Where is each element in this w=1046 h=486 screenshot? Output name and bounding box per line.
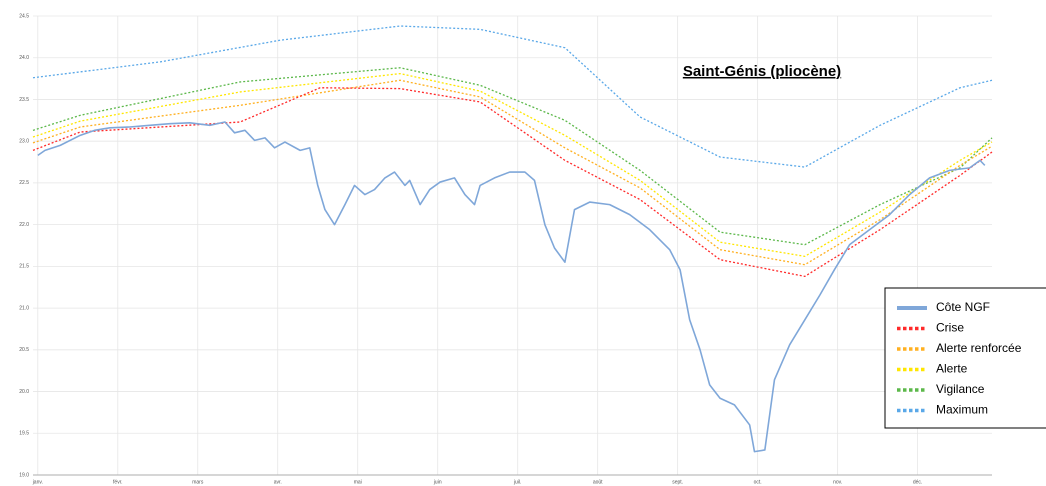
legend-label: Côte NGF xyxy=(936,300,990,314)
y-tick-label: 23.0 xyxy=(19,139,29,145)
y-tick-label: 24.0 xyxy=(19,55,29,61)
y-tick-label: 19.0 xyxy=(19,472,29,478)
plot: 19.0 19.5 20.0 20.5 21.0 21.5 22.0 22.5 23.0 23.5… xyxy=(19,13,1046,485)
y-tick-label: 20.5 xyxy=(19,347,29,353)
legend-box xyxy=(884,287,1046,429)
x-tick-label: févr. xyxy=(113,479,122,485)
y-tick-label: 24.5 xyxy=(19,13,29,19)
x-tick-label: mai xyxy=(354,479,362,485)
series-line xyxy=(32,67,993,246)
legend: Côte NGF Crise Alerte renforcée Alerte Vigil… xyxy=(884,287,1046,429)
y-tick-label: 19.5 xyxy=(19,431,29,437)
x-tick-label: sept. xyxy=(672,479,683,485)
x-tick-label: oct. xyxy=(754,479,762,485)
x-tick-label: avr. xyxy=(274,479,282,485)
x-tick-label: nov. xyxy=(833,479,842,485)
chart-title: Saint-Génis (pliocène) xyxy=(683,63,841,80)
legend-label: Alerte xyxy=(936,362,968,376)
y-tick-label: 22.0 xyxy=(19,222,29,228)
x-tick-label: juin xyxy=(433,479,442,485)
x-tick-label: janv. xyxy=(32,479,43,485)
legend-label: Alerte renforcée xyxy=(936,341,1022,355)
x-tick-label: déc. xyxy=(913,479,922,485)
series-line xyxy=(37,121,986,453)
series-line xyxy=(32,72,993,257)
y-tick-label: 23.5 xyxy=(19,97,29,103)
series-line xyxy=(32,25,993,168)
legend-label: Crise xyxy=(936,321,964,335)
series-line xyxy=(32,87,993,278)
y-tick-label: 22.5 xyxy=(19,180,29,186)
legend-label: Vigilance xyxy=(936,382,985,396)
y-tick-label: 20.0 xyxy=(19,389,29,395)
x-tick-label: juil. xyxy=(513,479,522,485)
y-tick-label: 21.5 xyxy=(19,264,29,270)
y-tick-label: 21.0 xyxy=(19,305,29,311)
x-tick-label: mars xyxy=(192,479,204,485)
legend-label: Maximum xyxy=(936,403,988,417)
x-tick-label: août xyxy=(593,479,603,485)
